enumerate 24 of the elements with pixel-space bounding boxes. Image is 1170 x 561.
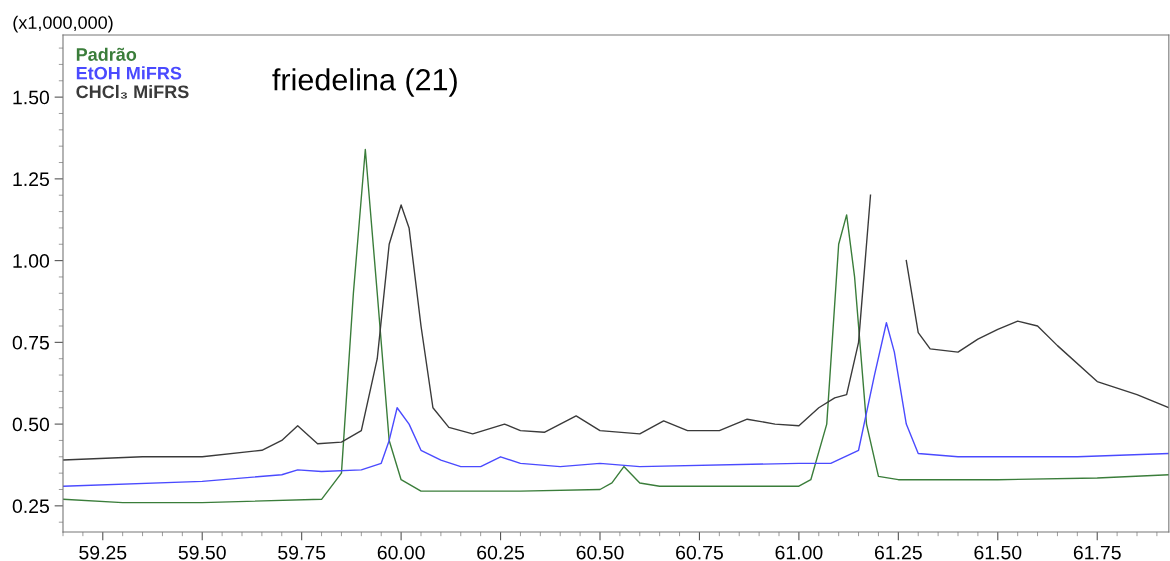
x-tick-label: 61.25 <box>875 545 922 560</box>
x-tick-label: 61.75 <box>1073 545 1121 560</box>
x-tick-label: 60.00 <box>377 545 425 560</box>
y-axis-title: (x1,000,000) <box>13 15 113 33</box>
x-tick-label: 60.25 <box>477 545 525 560</box>
x-tick-label: 60.50 <box>576 545 624 560</box>
line-series <box>63 148 1169 504</box>
y-tick-label: 0.75 <box>12 335 49 350</box>
x-tick-label: 60.75 <box>676 545 723 560</box>
annotation: friedelina (21) <box>272 68 457 97</box>
y-tick-label: 1.50 <box>13 90 50 105</box>
y-tick-label: 1.00 <box>13 254 50 268</box>
text: CHCl₃ MiFRS <box>76 84 189 99</box>
x-tick-label: 59.75 <box>278 545 326 560</box>
x-tick-label: 59.25 <box>79 545 127 560</box>
text: EtOH MiFRS <box>76 66 182 80</box>
x-tick-label: 61.00 <box>775 545 823 560</box>
text: Padrão <box>76 47 137 61</box>
y-tick-label: 1.25 <box>13 172 49 187</box>
x-tick-label: 61.50 <box>974 545 1022 560</box>
line-series <box>63 322 1169 487</box>
x-tick-label: 59.50 <box>178 545 226 560</box>
y-tick-label: 0.25 <box>12 499 49 514</box>
y-tick-label: 0.50 <box>12 417 50 432</box>
